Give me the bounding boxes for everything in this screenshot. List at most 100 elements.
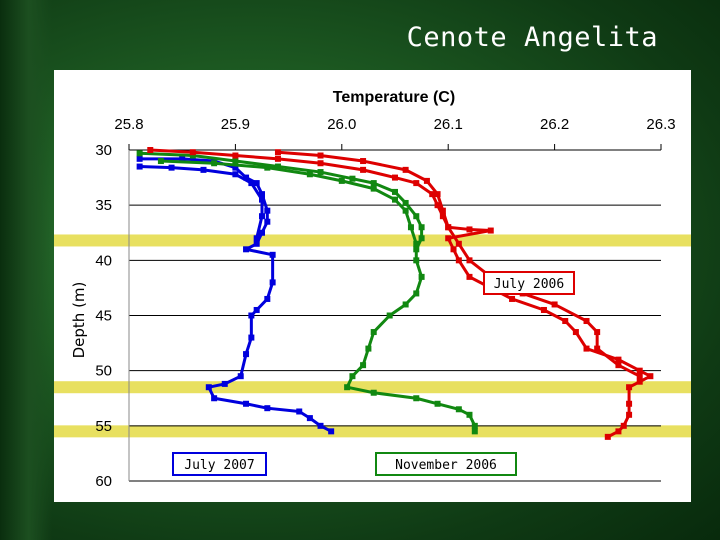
data-point <box>418 235 425 242</box>
data-point <box>232 158 239 165</box>
data-point <box>136 150 143 157</box>
decorative-vine-border <box>0 0 52 540</box>
data-point <box>413 180 420 187</box>
y-tick-label: 30 <box>95 142 112 159</box>
data-point <box>317 422 324 429</box>
data-point <box>562 318 569 325</box>
data-point <box>434 191 441 198</box>
data-point <box>439 207 446 214</box>
data-point <box>253 306 260 313</box>
data-point <box>269 251 276 258</box>
data-point <box>455 406 462 413</box>
data-point <box>264 207 271 214</box>
legend-label: November 2006 <box>395 458 497 473</box>
series-line-3 <box>160 159 418 245</box>
data-point <box>248 180 255 187</box>
data-point <box>211 395 218 402</box>
data-point <box>413 395 420 402</box>
data-point <box>413 240 420 247</box>
data-point <box>338 177 345 184</box>
data-point <box>179 155 186 162</box>
data-point <box>264 164 271 171</box>
data-point <box>450 246 457 253</box>
data-point <box>370 185 377 192</box>
x-tick-label: 26.0 <box>327 116 356 133</box>
data-point <box>248 334 255 341</box>
data-point <box>253 235 260 242</box>
data-point <box>647 373 654 380</box>
data-point <box>274 149 281 156</box>
data-point <box>243 174 250 181</box>
data-point <box>413 257 420 264</box>
data-point <box>615 428 622 435</box>
data-point <box>259 196 265 203</box>
data-point <box>466 226 473 233</box>
data-point <box>232 164 239 171</box>
y-axis-label: Depth (m) <box>70 282 88 359</box>
data-point <box>211 160 218 167</box>
chart-title: Temperature (C) <box>333 89 455 106</box>
data-point <box>386 312 393 319</box>
temperature-depth-chart: Temperature (C) Depth (m) 25.8 25.9 26.0 26… <box>54 89 691 490</box>
data-point <box>540 306 547 313</box>
data-point <box>413 290 420 297</box>
y-tick-label: 60 <box>95 473 112 490</box>
data-point <box>370 329 377 336</box>
slide-title: Cenote Angelita <box>406 22 658 53</box>
data-point <box>487 227 494 234</box>
y-tick-label: 55 <box>95 418 112 435</box>
data-point <box>243 351 250 358</box>
data-point <box>615 356 622 363</box>
highlight-band-0 <box>54 234 691 247</box>
series-line-2 <box>139 151 477 432</box>
data-point <box>471 428 478 435</box>
data-point <box>402 166 409 173</box>
data-point <box>365 345 372 352</box>
data-point <box>636 378 643 385</box>
x-tick-label: 25.8 <box>114 116 143 133</box>
highlight-band-1 <box>54 381 691 394</box>
data-point <box>418 224 425 231</box>
data-point <box>418 273 425 280</box>
data-point <box>551 301 558 308</box>
data-point <box>306 171 313 178</box>
data-point <box>392 196 398 203</box>
data-point <box>466 257 473 264</box>
data-point <box>264 218 271 225</box>
data-point <box>370 180 377 187</box>
x-tick-label: 25.9 <box>221 116 250 133</box>
data-point <box>248 312 255 319</box>
data-point <box>360 362 367 369</box>
x-tick-label: 26.1 <box>434 116 463 133</box>
data-point <box>168 164 175 171</box>
data-point <box>344 384 351 391</box>
data-point <box>237 373 244 380</box>
series-line-4 <box>150 148 652 439</box>
data-point <box>583 345 590 352</box>
data-point <box>413 246 420 253</box>
data-point <box>455 240 462 247</box>
data-point <box>328 428 335 435</box>
data-point <box>317 160 324 167</box>
data-point <box>157 158 164 165</box>
data-point <box>200 166 207 173</box>
legend-label: July 2007 <box>184 458 254 473</box>
data-point <box>392 174 398 181</box>
data-point <box>274 163 281 170</box>
data-point <box>615 362 622 369</box>
data-point <box>392 188 398 195</box>
y-tick-label: 50 <box>95 363 112 380</box>
data-point <box>274 155 281 162</box>
data-point <box>136 163 143 170</box>
data-point <box>423 177 430 184</box>
data-point <box>429 191 436 198</box>
data-point <box>455 257 462 264</box>
data-point <box>445 235 452 242</box>
data-point <box>413 213 420 220</box>
legend-box-0 <box>483 271 575 295</box>
data-point <box>594 345 601 352</box>
data-point <box>466 411 473 418</box>
data-point <box>259 229 265 236</box>
data-point <box>594 329 601 336</box>
x-tick-label: 26.2 <box>540 116 569 133</box>
